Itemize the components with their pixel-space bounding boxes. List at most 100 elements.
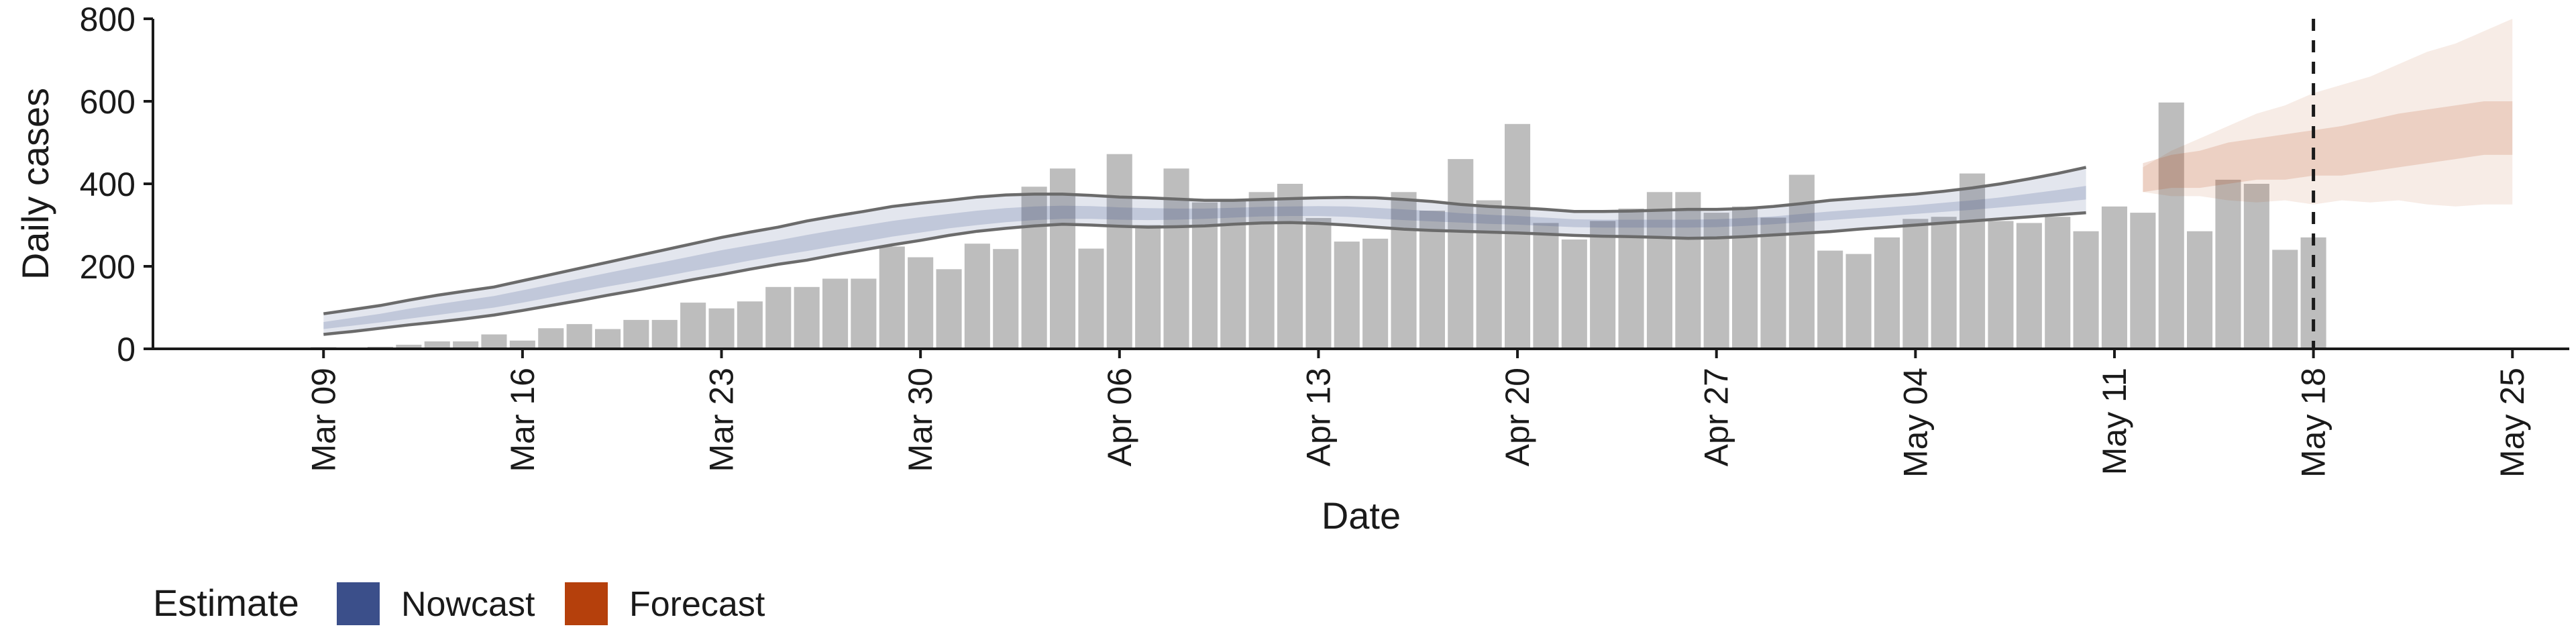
nowcast-inner-band	[323, 186, 2086, 329]
bar	[1277, 184, 1303, 349]
plot-area	[311, 19, 2513, 350]
bar	[1305, 218, 1332, 349]
bar	[1419, 211, 1445, 349]
bar	[879, 246, 905, 349]
bar	[1703, 213, 1729, 349]
bar	[964, 244, 990, 349]
x-axis-title: Date	[1322, 494, 1401, 537]
legend-swatch-nowcast	[337, 582, 380, 625]
bar	[1590, 221, 1616, 349]
legend-label-nowcast: Nowcast	[401, 585, 535, 624]
x-tick-label: Mar 09	[305, 368, 342, 472]
nowcast-lower-line	[323, 211, 2086, 336]
bar	[2300, 237, 2326, 349]
bar	[765, 286, 792, 350]
legend-label-forecast: Forecast	[629, 585, 765, 624]
bar	[1960, 173, 1986, 349]
nowcast-upper-line	[323, 166, 2087, 315]
bar	[1817, 250, 1843, 349]
bar	[566, 324, 592, 349]
x-tick-label: May 11	[2096, 368, 2133, 475]
y-tick-label: 600	[80, 83, 136, 121]
bar	[538, 328, 564, 350]
bar	[1732, 206, 1758, 349]
bar	[1533, 223, 1559, 349]
bar	[2130, 213, 2156, 349]
bar	[623, 319, 649, 349]
bar	[2272, 250, 2298, 349]
bar	[1021, 186, 1047, 349]
bar	[481, 334, 507, 349]
bar	[2045, 217, 2071, 349]
bar	[1902, 219, 1929, 349]
bar	[1618, 208, 1644, 349]
y-tick-label: 200	[80, 248, 136, 286]
x-tick-label: Mar 16	[504, 368, 541, 472]
bar	[1988, 221, 2014, 349]
x-tick-label: May 04	[1896, 368, 1934, 478]
legend-title: Estimate	[153, 582, 299, 624]
bar	[908, 257, 934, 349]
forecast-inner-band	[2143, 101, 2513, 193]
y-tick-label: 800	[80, 1, 136, 38]
bar	[708, 308, 735, 349]
bar	[794, 286, 820, 350]
bar	[1675, 192, 1701, 349]
bar	[2101, 206, 2127, 349]
bar	[2158, 102, 2184, 350]
bar	[1362, 238, 1389, 349]
x-tick-label: Apr 20	[1499, 368, 1536, 466]
bar	[1561, 239, 1587, 349]
x-tick-label: May 25	[2493, 368, 2531, 478]
bar	[737, 301, 763, 349]
forecast-outer-band	[2143, 19, 2513, 207]
bar	[1931, 217, 1957, 349]
bar	[1505, 123, 1531, 350]
legend-swatch-forecast	[565, 582, 608, 625]
bar	[1135, 225, 1161, 349]
bar	[509, 340, 535, 349]
bar	[2187, 231, 2213, 349]
bar	[396, 344, 422, 349]
bar	[1646, 192, 1672, 349]
bar	[1476, 200, 1502, 349]
x-tick-label: Apr 27	[1698, 368, 1735, 466]
x-tick-label: Mar 30	[902, 368, 939, 472]
bar	[1248, 192, 1275, 349]
x-axis-ticks: Mar 09 Mar 16 Mar 23 Mar 30 Apr 06 Apr 13 Apr …	[305, 349, 2531, 478]
bar	[1874, 237, 1900, 349]
bar	[1760, 217, 1786, 349]
bar	[680, 303, 706, 349]
bar	[595, 329, 621, 349]
bar	[2073, 231, 2099, 349]
bar	[1334, 241, 1360, 349]
y-axis-title: Daily cases	[14, 88, 56, 280]
bar	[936, 269, 962, 349]
y-tick-label: 0	[117, 331, 136, 368]
y-axis-ticks: 0 200 400 600 800	[80, 1, 153, 368]
bar	[2243, 184, 2269, 349]
bar	[651, 319, 678, 349]
bar	[2016, 223, 2042, 349]
bar	[1106, 154, 1132, 349]
bar	[1391, 192, 1417, 349]
bar	[453, 341, 479, 349]
x-tick-label: Apr 06	[1101, 368, 1138, 466]
x-tick-label: Apr 13	[1299, 368, 1337, 466]
x-tick-label: Mar 23	[703, 368, 741, 472]
bar	[822, 278, 849, 349]
bar	[1845, 254, 1872, 349]
x-tick-label: May 18	[2295, 368, 2332, 478]
bar	[851, 278, 877, 349]
axes: 0 200 400 600 800 Mar 09 Mar 16 Mar 23 Mar 30 Ap…	[14, 1, 2569, 537]
legend: Estimate Nowcast Forecast	[153, 582, 765, 625]
bar	[2215, 179, 2241, 349]
y-tick-label: 400	[80, 166, 136, 203]
bar	[1050, 168, 1076, 349]
bar	[424, 341, 450, 349]
bar	[1078, 248, 1104, 349]
bar	[1448, 159, 1474, 349]
bar	[1788, 174, 1815, 349]
bar	[993, 249, 1019, 349]
bar	[1163, 168, 1189, 349]
